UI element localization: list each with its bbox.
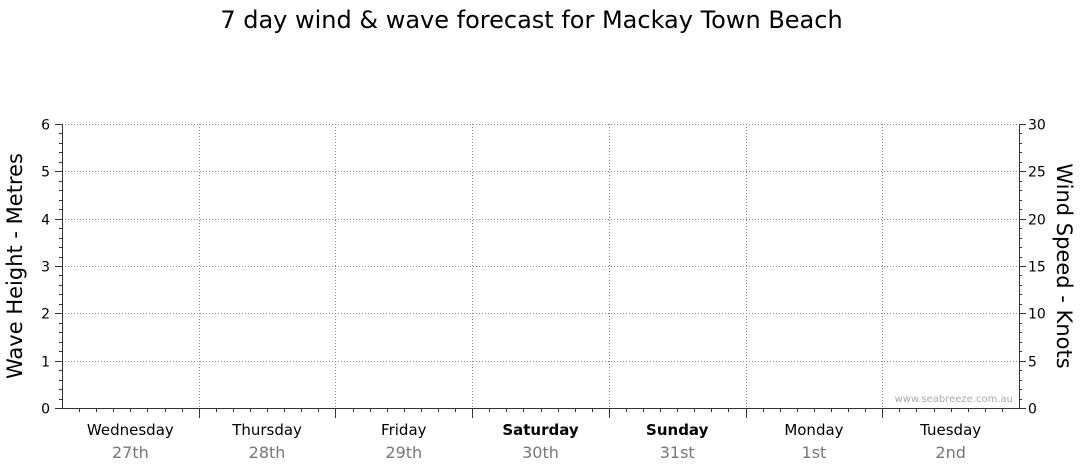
day-name-label: Saturday (502, 421, 579, 439)
y-left-tick-label: 4 (41, 213, 50, 229)
y-left-tick-label: 6 (41, 118, 50, 134)
y-right-tick-label: 25 (1028, 165, 1046, 181)
day-name-label: Thursday (231, 421, 302, 439)
day-name-label: Monday (784, 421, 843, 439)
day-name-label: Friday (381, 421, 427, 439)
y-left-tick-label: 0 (41, 402, 50, 418)
chart-title: 7 day wind & wave forecast for Mackay To… (220, 6, 843, 34)
axis-layer (55, 124, 1026, 418)
grid-layer (62, 124, 1019, 408)
day-date-label: 27th (112, 443, 149, 462)
day-date-label: 1st (802, 443, 827, 462)
day-date-label: 2nd (935, 443, 965, 462)
y-right-tick-label: 20 (1028, 213, 1046, 229)
day-name-label: Tuesday (919, 421, 981, 439)
y-right-tick-label: 10 (1028, 307, 1046, 323)
y-left-tick-label: 3 (41, 260, 50, 276)
y-left-tick-label: 1 (41, 355, 50, 371)
day-name-label: Sunday (646, 421, 709, 439)
label-layer: 0 1 2 3 4 5 6 0 5 10 15 20 25 30 Wednesday 27th Thursday… (41, 118, 1046, 463)
y-right-tick-label: 0 (1028, 402, 1037, 418)
y-right-tick-label: 5 (1028, 355, 1037, 371)
day-date-label: 30th (522, 443, 559, 462)
watermark-text: www.seabreeze.com.au (895, 394, 1013, 405)
y-left-tick-label: 5 (41, 165, 50, 181)
y-left-tick-label: 2 (41, 307, 50, 323)
day-date-label: 31st (660, 443, 695, 462)
day-name-label: Wednesday (87, 421, 174, 439)
day-date-label: 29th (385, 443, 422, 462)
y-right-tick-label: 15 (1028, 260, 1046, 276)
day-date-label: 28th (249, 443, 286, 462)
y-right-tick-label: 30 (1028, 118, 1046, 134)
